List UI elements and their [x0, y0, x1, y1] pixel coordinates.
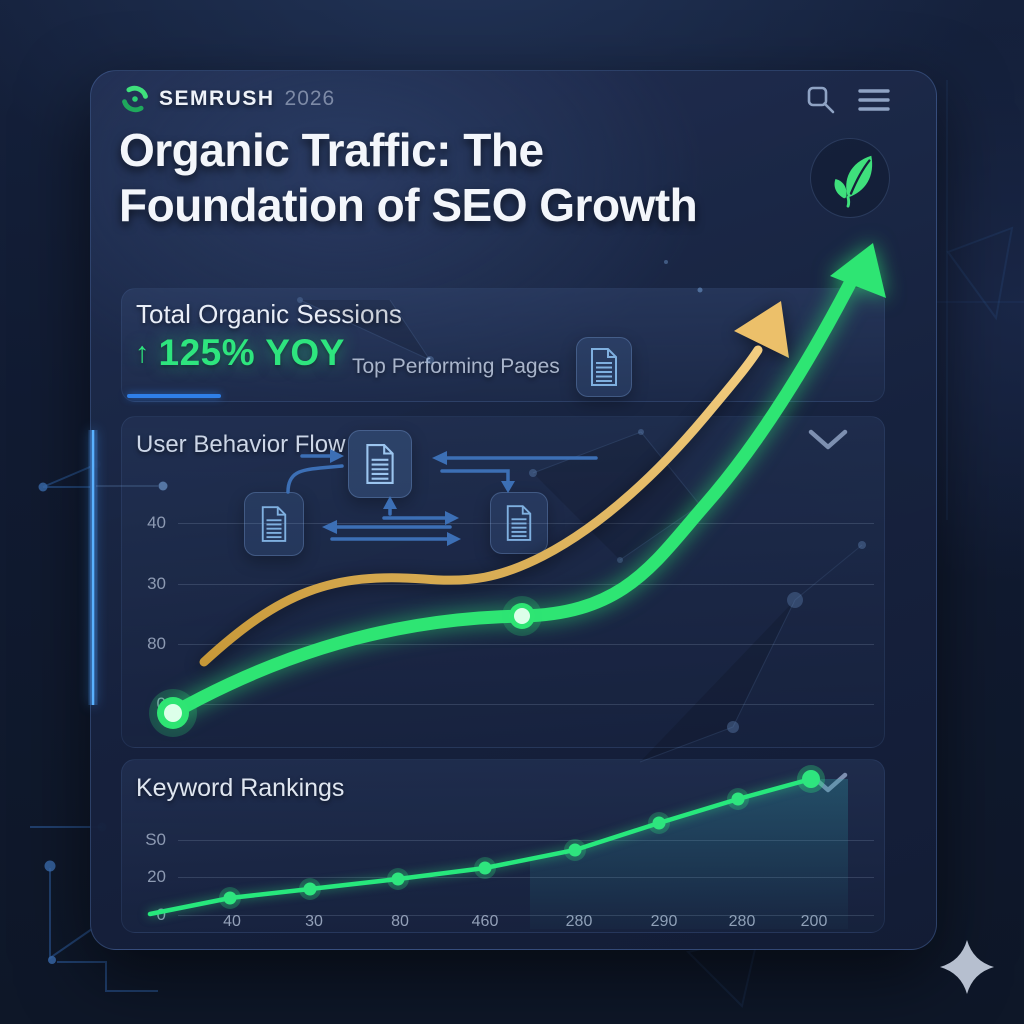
metric-value: 125% YOY [158, 332, 345, 373]
leaf-icon [834, 155, 873, 208]
y-tick-label: 0 [156, 694, 166, 713]
gridline [178, 703, 874, 705]
keyword-tick-50: S0 [130, 830, 874, 850]
gridline [178, 839, 874, 841]
semrush-logo-icon [122, 85, 148, 113]
document-icon [261, 506, 287, 542]
keyword-tick-20: 20 [130, 867, 874, 887]
brand: SEMRUSH 2026 [121, 85, 335, 113]
chevron-down-icon[interactable] [808, 429, 848, 451]
chevron-down-icon[interactable] [808, 772, 848, 794]
behavior-panel: User Behavior Flow 40 30 80 0 [121, 416, 885, 748]
x-tick-label: 200 [800, 913, 828, 930]
x-tick-label: 460 [471, 913, 499, 930]
gridline [178, 583, 874, 585]
leaf-badge [810, 138, 890, 218]
x-tick-label: 30 [305, 913, 323, 930]
behavior-tick-80: 80 [130, 634, 874, 654]
sessions-title: Total Organic Sessions [136, 299, 402, 329]
y-tick-label: S0 [145, 830, 166, 849]
y-tick-label: 40 [147, 513, 166, 532]
keyword-title: Keyword Rankings [136, 774, 345, 802]
x-tick-label: 280 [728, 913, 756, 930]
sessions-metric: ↑ 125% YOY [135, 332, 345, 374]
behavior-tick-0: 0 [130, 694, 874, 714]
brand-name: SEMRUSH [159, 87, 275, 110]
keyword-tick-0: 0 [130, 905, 874, 925]
top-pages-link[interactable]: Top Performing Pages [352, 337, 632, 397]
y-tick-label: 0 [156, 905, 166, 924]
gridline [178, 643, 874, 645]
title-line1: Organic Traffic: The [119, 124, 544, 176]
flow-node-left [244, 492, 304, 556]
x-tick-label: 80 [391, 913, 409, 930]
x-tick-label: 290 [650, 913, 678, 930]
x-tick-label: 280 [565, 913, 593, 930]
brand-year: 2026 [284, 87, 336, 110]
accent-underline [127, 394, 221, 398]
search-icon[interactable] [806, 85, 836, 115]
page-title: Organic Traffic: The Foundation of SEO Gr… [119, 123, 859, 233]
flow-node-top [348, 430, 412, 498]
dashboard-card: SEMRUSH 2026 Organic Traffic: The Foundat… [90, 70, 937, 950]
menu-icon[interactable] [858, 87, 890, 113]
sessions-panel: Total Organic Sessions ↑ 125% YOY Top Pe… [121, 288, 885, 402]
top-pages-label: Top Performing Pages [352, 355, 560, 378]
behavior-tick-30: 30 [130, 574, 874, 594]
y-tick-label: 30 [147, 574, 166, 593]
flow-node-right [490, 492, 548, 554]
nav-icons [806, 85, 890, 115]
title-line2: Foundation of SEO Growth [119, 179, 698, 232]
y-tick-label: 80 [147, 634, 166, 653]
behavior-title: User Behavior Flow [136, 431, 346, 458]
keyword-panel: Keyword Rankings S0 20 0 40 30 80 460 28… [121, 759, 885, 933]
document-icon [590, 348, 617, 386]
gridline [178, 914, 874, 916]
document-icon [506, 505, 532, 541]
document-icon [366, 444, 394, 484]
y-tick-label: 20 [147, 867, 166, 886]
top-pages-tile[interactable] [575, 337, 632, 397]
up-arrow-glyph: ↑ [135, 336, 150, 369]
gridline [178, 876, 874, 878]
x-tick-label: 40 [223, 913, 241, 930]
